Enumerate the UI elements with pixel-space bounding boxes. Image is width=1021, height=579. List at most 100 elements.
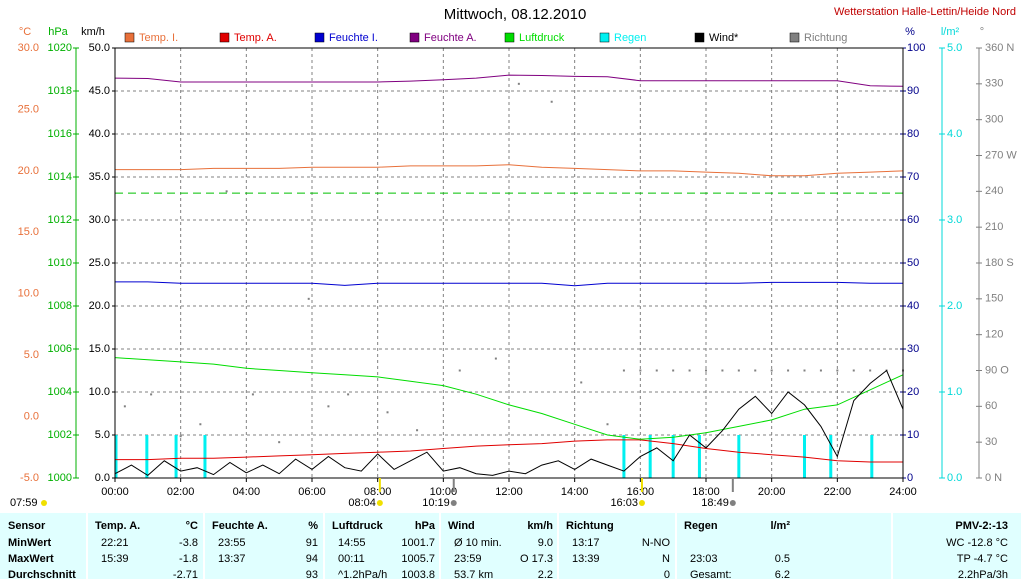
cell-value: WC -12.8 °C [946, 537, 1008, 549]
legend-label: Richtung [804, 32, 847, 44]
legend-swatch [599, 32, 610, 43]
cell-time: Ø 10 min. [454, 537, 502, 549]
y-tick-label: 60 [985, 400, 997, 412]
axis-unit: ° [980, 26, 984, 38]
cell-value: 9.0 [538, 537, 553, 549]
legend-label: Luftdruck [519, 32, 565, 44]
series-line [114, 369, 904, 477]
axis-unit: % [905, 26, 915, 38]
cell-value: 0.5 [775, 553, 790, 565]
y-tick-label: 1002 [48, 429, 72, 441]
direction-dot [458, 369, 461, 372]
y-tick-label: 150 [985, 293, 1003, 305]
y-tick-label: 5.0 [95, 429, 110, 441]
rain-bar [803, 435, 806, 478]
y-tick-label: 1014 [48, 171, 72, 183]
rain-bar [203, 435, 207, 478]
series-line [115, 281, 903, 287]
rain-bar [829, 435, 833, 478]
y-tick-label: 100 [907, 42, 925, 54]
y-tick-label: -5.0 [20, 472, 39, 484]
column-title: Feuchte A. [212, 520, 268, 532]
rain-bar [622, 435, 626, 478]
y-tick-label: 240 [985, 185, 1003, 197]
row-label: Durchschnitt [8, 569, 76, 579]
cell-time: 23:59 [454, 553, 482, 565]
y-tick-label: 1018 [48, 85, 72, 97]
cell-time: 00:11 [338, 553, 365, 565]
direction-dot [655, 369, 658, 372]
direction-dot [386, 411, 389, 414]
y-tick-label: 10.0 [89, 386, 110, 398]
direction-dot [347, 393, 350, 396]
y-tick-label: 1.0 [947, 386, 962, 398]
axis-unit: °C [19, 26, 31, 38]
axis-unit: l/m² [941, 26, 960, 38]
y-tick-label: 360 N [985, 42, 1014, 54]
cell-value: TP -4.7 °C [957, 553, 1008, 565]
y-tick-label: 90 [907, 85, 919, 97]
y-tick-label: 10 [907, 429, 919, 441]
y-tick-label: 20.0 [18, 165, 39, 177]
annotation-label: 08:04 [348, 497, 376, 509]
legend-label: Wind* [709, 32, 739, 44]
cell-time: 53.7 km [454, 569, 493, 579]
x-tick-label: 04:00 [233, 486, 261, 498]
legend-label: Temp. I. [139, 32, 178, 44]
cell-value: 1005.7 [401, 553, 435, 565]
y-tick-label: 120 [985, 329, 1003, 341]
y-tick-label: 210 [985, 221, 1003, 233]
y-tick-label: 1010 [48, 257, 72, 269]
direction-dot [787, 369, 790, 372]
cell-value: -2.71 [173, 569, 198, 579]
cell-value: 93 [306, 569, 318, 579]
rain-bar [648, 435, 652, 478]
direction-dot [606, 423, 609, 426]
cell-value: 1003.8 [401, 569, 435, 579]
y-tick-label: 0.0 [95, 472, 110, 484]
rain-bar [870, 435, 874, 478]
legend-label: Temp. A. [234, 32, 277, 44]
y-tick-label: 90 O [985, 364, 1009, 376]
annotation-icon [638, 500, 645, 506]
rain-bar [114, 435, 118, 478]
cell-time: 13:37 [218, 553, 246, 565]
rain-bar [671, 435, 675, 478]
y-tick-label: 10.0 [18, 288, 39, 300]
cell-time: 14:55 [338, 537, 366, 549]
column-unit: hPa [415, 520, 436, 532]
legend-swatch [504, 32, 515, 43]
y-tick-label: 15.0 [89, 343, 110, 355]
x-tick-label: 16:00 [627, 486, 655, 498]
y-tick-label: 40 [907, 300, 919, 312]
row-label: MinWert [8, 537, 52, 549]
direction-dot [150, 393, 153, 396]
cell-value: 2.2 [538, 569, 553, 579]
rain-bar [697, 435, 701, 478]
series-line [114, 74, 904, 87]
direction-dot [803, 369, 806, 372]
annotation-icon [376, 500, 383, 506]
direction-dot [770, 369, 773, 372]
station-name: Wetterstation Halle-Lettin/Heide Nord [834, 6, 1016, 18]
x-tick-label: 00:00 [101, 486, 129, 498]
cell-time: 23:03 [690, 553, 718, 565]
direction-dot [754, 369, 757, 372]
direction-dot [517, 82, 520, 85]
y-tick-label: 4.0 [947, 128, 962, 140]
cell-value: N [662, 553, 670, 565]
cell-time: ^1.2hPa/h [338, 569, 387, 579]
y-tick-label: 15.0 [18, 226, 39, 238]
y-tick-label: 5.0 [947, 42, 962, 54]
legend-swatch [789, 32, 800, 43]
rain-bar [737, 435, 741, 478]
cell-time: 13:39 [572, 553, 600, 565]
y-tick-label: 1016 [48, 128, 72, 140]
y-tick-label: 30.0 [89, 214, 110, 226]
column-title: Wind [448, 520, 475, 532]
direction-dot [705, 369, 707, 372]
axis-unit: hPa [48, 26, 68, 38]
y-tick-label: 3.0 [947, 214, 962, 226]
y-tick-label: 270 W [985, 149, 1017, 161]
